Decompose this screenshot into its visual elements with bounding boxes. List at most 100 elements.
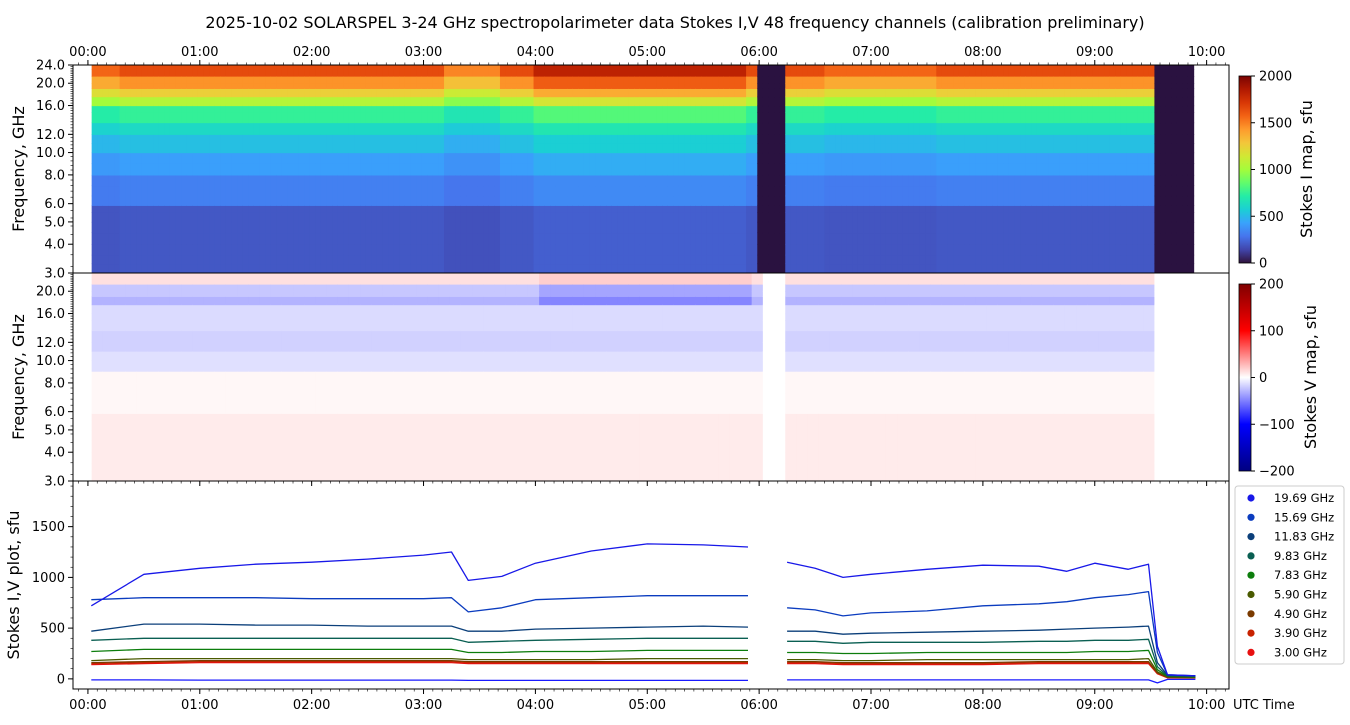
- stokes-i-cell: [399, 76, 406, 84]
- stokes-i-cell: [583, 105, 591, 113]
- stokes-i-cell: [567, 185, 574, 197]
- stokes-i-cell: [404, 122, 412, 135]
- stokes-i-cell: [1115, 96, 1122, 107]
- stokes-i-cell: [857, 69, 865, 77]
- stokes-i-cell: [567, 69, 574, 77]
- stokes-i-cell: [108, 65, 115, 70]
- stokes-i-cell: [857, 83, 865, 89]
- stokes-v-cell: [136, 382, 149, 395]
- stokes-i-cell: [169, 96, 177, 107]
- stokes-i-cell: [779, 69, 786, 77]
- stokes-i-cell: [897, 65, 904, 70]
- stokes-i-cell: [393, 221, 400, 234]
- stokes-i-cell: [114, 174, 121, 187]
- stokes-i-cell: [141, 185, 149, 197]
- stokes-i-cell: [880, 232, 887, 245]
- stokes-i-cell: [846, 185, 853, 197]
- stokes-i-cell: [1120, 96, 1128, 107]
- stokes-i-cell: [595, 143, 602, 154]
- stokes-i-cell: [544, 221, 551, 234]
- stokes-i-cell: [1137, 65, 1144, 70]
- stokes-i-xtick-label: 05:00: [629, 45, 666, 60]
- stokes-i-cell: [1126, 163, 1133, 176]
- stokes-i-cell: [237, 76, 244, 84]
- stokes-i-cell: [1087, 112, 1094, 124]
- stokes-i-cell: [600, 185, 607, 197]
- stokes-v-cell: [136, 429, 149, 442]
- stokes-i-cell: [494, 69, 501, 77]
- stokes-i-cell: [399, 88, 406, 98]
- stokes-i-cell: [885, 263, 893, 274]
- stokes-i-cell: [600, 205, 607, 213]
- stokes-i-cell: [186, 221, 193, 234]
- stokes-i-cell: [740, 195, 747, 206]
- stokes-i-cell: [997, 232, 1004, 245]
- stokes-i-cell: [908, 65, 915, 70]
- stokes-i-cell: [1020, 244, 1027, 256]
- stokes-i-cell: [136, 152, 143, 164]
- stokes-i-cell: [231, 96, 238, 107]
- stokes-i-cell: [376, 212, 384, 223]
- stokes-i-cell: [701, 134, 708, 144]
- stokes-i-cell: [119, 152, 126, 164]
- stokes-i-cell: [768, 122, 775, 135]
- stokes-i-cell: [578, 212, 585, 223]
- stokes-i-cell: [483, 134, 490, 144]
- stokes-i-cell: [1154, 88, 1161, 98]
- stokes-i-cell: [1031, 152, 1038, 164]
- stokes-i-cell: [802, 143, 809, 154]
- stokes-i-cell: [673, 122, 680, 135]
- stokes-i-cell: [1143, 122, 1150, 135]
- stokes-i-cell: [835, 88, 842, 98]
- stokes-i-cell: [796, 263, 803, 274]
- stokes-i-cell: [136, 105, 143, 113]
- stokes-i-cell: [930, 88, 937, 98]
- stokes-i-cell: [1092, 244, 1100, 256]
- stokes-i-cell: [975, 143, 982, 154]
- stokes-i-cell: [483, 69, 490, 77]
- stokes-i-cell: [477, 254, 484, 265]
- stokes-i-cell: [114, 134, 121, 144]
- stokes-i-cell: [846, 134, 853, 144]
- stokes-i-cell: [997, 76, 1004, 84]
- stokes-i-cell: [1132, 195, 1139, 206]
- stokes-i-cell: [958, 195, 965, 206]
- stokes-v-cell: [169, 313, 182, 321]
- stokes-i-cell: [555, 254, 563, 265]
- stokes-i-cell: [712, 254, 719, 265]
- stokes-i-cell: [1059, 69, 1066, 77]
- stokes-i-cell: [673, 76, 680, 84]
- stokes-i-cell: [354, 195, 361, 206]
- stokes-i-cell: [376, 134, 384, 144]
- stokes-i-cell: [829, 76, 837, 84]
- stokes-i-cell: [673, 112, 680, 124]
- stokes-i-cell: [354, 83, 361, 89]
- stokes-i-cell: [623, 185, 630, 197]
- stokes-i-cell: [567, 254, 574, 265]
- stokes-i-cell: [874, 143, 881, 154]
- stokes-i-cell: [432, 69, 440, 77]
- stokes-i-cell: [623, 163, 630, 176]
- stokes-v-cell: [102, 284, 115, 292]
- stokes-i-cell: [376, 112, 384, 124]
- stokes-i-cell: [796, 112, 803, 124]
- stokes-i-cell: [203, 244, 210, 256]
- stokes-v-cell: [91, 284, 104, 292]
- stokes-i-cell: [114, 263, 121, 274]
- stokes-i-cell: [522, 174, 529, 187]
- stokes-i-cell: [203, 105, 210, 113]
- stokes-i-cell: [1076, 254, 1083, 265]
- stokes-i-cell: [1109, 122, 1116, 135]
- stokes-i-cell: [114, 163, 121, 176]
- stokes-i-cell: [600, 65, 607, 70]
- stokes-i-cell: [343, 205, 350, 213]
- stokes-i-cell: [734, 163, 742, 176]
- stokes-i-cell: [813, 134, 820, 144]
- stokes-i-cell: [678, 152, 686, 164]
- stokes-i-cell: [181, 143, 188, 154]
- stokes-v-cell: [158, 371, 171, 384]
- stokes-i-cell: [981, 244, 988, 256]
- stokes-i-cell: [997, 254, 1004, 265]
- stokes-i-cell: [253, 105, 261, 113]
- stokes-i-cell: [1182, 232, 1189, 245]
